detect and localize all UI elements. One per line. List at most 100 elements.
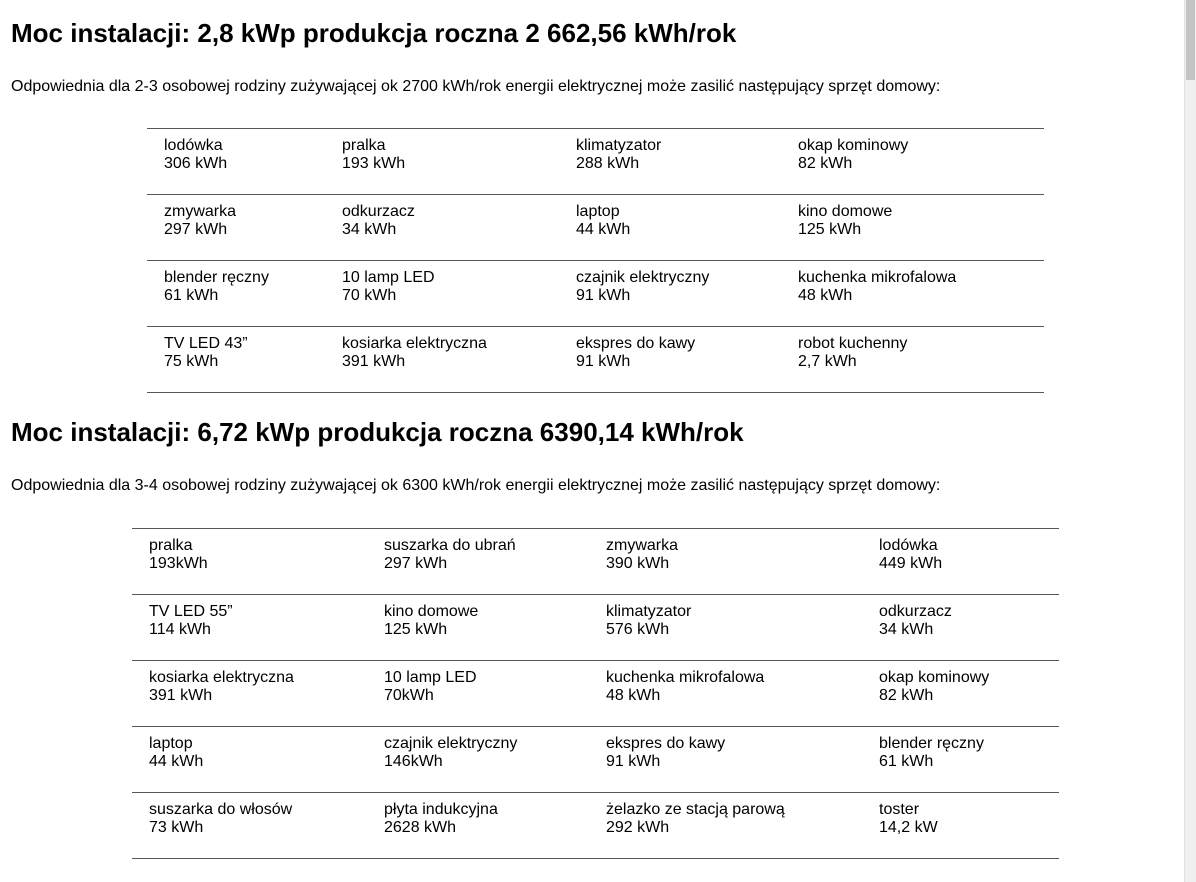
table-cell: kosiarka elektryczna 391 kWh: [132, 660, 367, 727]
section-1-title: Moc instalacji: 2,8 kWp produkcja roczna…: [11, 18, 737, 48]
table-cell: TV LED 43” 75 kWh: [147, 326, 325, 393]
appliance-name: żelazko ze stacją parową: [606, 801, 785, 818]
appliance-energy: 70 kWh: [342, 287, 397, 304]
appliance-energy: 61 kWh: [164, 287, 219, 304]
scrollbar-thumb[interactable]: [1186, 0, 1195, 80]
vertical-scrollbar[interactable]: [1184, 0, 1196, 882]
appliance-energy: 48 kWh: [606, 687, 661, 704]
appliance-energy: 288 kWh: [576, 155, 640, 172]
appliance-energy: 91 kWh: [576, 287, 631, 304]
table-cell: płyta indukcyjna 2628 kWh: [367, 792, 589, 859]
table-cell: robot kuchenny 2,7 kWh: [781, 326, 1044, 393]
appliance-energy: 125 kWh: [798, 221, 862, 238]
table-cell: suszarka do włosów 73 kWh: [132, 792, 367, 859]
table-cell: kosiarka elektryczna 391 kWh: [325, 326, 559, 393]
appliance-name: pralka: [342, 137, 386, 154]
appliance-name: kino domowe: [798, 203, 893, 220]
table-cell: blender ręczny 61 kWh: [862, 726, 1059, 793]
appliance-name: czajnik elektryczny: [384, 735, 518, 752]
appliance-energy: 292 kWh: [606, 819, 670, 836]
appliance-energy: 193 kWh: [342, 155, 406, 172]
appliance-energy: 391 kWh: [149, 687, 213, 704]
appliance-energy: 75 kWh: [164, 353, 219, 370]
appliance-name: kosiarka elektryczna: [149, 669, 294, 686]
table-cell: lodówka 306 kWh: [147, 128, 325, 195]
table-cell: zmywarka 297 kWh: [147, 194, 325, 261]
appliance-name: TV LED 43”: [164, 335, 248, 352]
table-cell: klimatyzator 288 kWh: [559, 128, 781, 195]
appliance-name: czajnik elektryczny: [576, 269, 710, 286]
appliance-energy: 125 kWh: [384, 621, 448, 638]
table-row: TV LED 55” 114 kWh kino domowe 125 kWh kli…: [132, 594, 1059, 661]
table-cell: 10 lamp LED 70 kWh: [325, 260, 559, 327]
appliance-name: ekspres do kawy: [606, 735, 726, 752]
table-row: pralka 193kWh suszarka do ubrań 297 kWh zm…: [132, 528, 1059, 595]
table-cell: pralka 193 kWh: [325, 128, 559, 195]
appliance-energy: 91 kWh: [576, 353, 631, 370]
appliance-energy: 44 kWh: [576, 221, 631, 238]
appliance-energy: 61 kWh: [879, 753, 934, 770]
appliance-energy: 391 kWh: [342, 353, 406, 370]
appliance-name: suszarka do ubrań: [384, 537, 516, 554]
table-cell: odkurzacz 34 kWh: [862, 594, 1059, 661]
table-cell: laptop 44 kWh: [132, 726, 367, 793]
table-cell: żelazko ze stacją parową 292 kWh: [589, 792, 862, 859]
appliance-name: pralka: [149, 537, 193, 554]
table-cell: pralka 193kWh: [132, 528, 367, 595]
table-cell: kino domowe 125 kWh: [781, 194, 1044, 261]
table-row: suszarka do włosów 73 kWh płyta indukcyjn…: [132, 792, 1059, 859]
table-cell: okap kominowy 82 kWh: [781, 128, 1044, 195]
table-cell: blender ręczny 61 kWh: [147, 260, 325, 327]
table-cell: toster 14,2 kW: [862, 792, 1059, 859]
table-row: kosiarka elektryczna 391 kWh 10 lamp LED 7…: [132, 660, 1059, 727]
appliance-name: lodówka: [164, 137, 223, 154]
table-cell: 10 lamp LED 70kWh: [367, 660, 589, 727]
appliance-table-2: pralka 193kWh suszarka do ubrań 297 kWh zm…: [132, 528, 1059, 859]
appliance-energy: 297 kWh: [164, 221, 228, 238]
appliance-energy: 146kWh: [384, 753, 443, 770]
table-cell: klimatyzator 576 kWh: [589, 594, 862, 661]
table-row: blender ręczny 61 kWh 10 lamp LED 70 kWh c…: [147, 260, 1044, 327]
appliance-energy: 390 kWh: [606, 555, 670, 572]
appliance-energy: 44 kWh: [149, 753, 204, 770]
appliance-energy: 82 kWh: [798, 155, 853, 172]
appliance-energy: 48 kWh: [798, 287, 853, 304]
appliance-energy: 73 kWh: [149, 819, 204, 836]
appliance-energy: 2,7 kWh: [798, 353, 857, 370]
table-cell: laptop 44 kWh: [559, 194, 781, 261]
table-cell: ekspres do kawy 91 kWh: [559, 326, 781, 393]
section-1-intro: Odpowiednia dla 2-3 osobowej rodziny zuż…: [11, 78, 941, 95]
appliance-name: kuchenka mikrofalowa: [798, 269, 957, 286]
table-cell: okap kominowy 82 kWh: [862, 660, 1059, 727]
appliance-name: kuchenka mikrofalowa: [606, 669, 765, 686]
appliance-name: laptop: [576, 203, 620, 220]
appliance-name: odkurzacz: [342, 203, 415, 220]
appliance-energy: 576 kWh: [606, 621, 670, 638]
appliance-table-1: lodówka 306 kWh pralka 193 kWh klimatyzato…: [147, 128, 1044, 393]
appliance-name: kino domowe: [384, 603, 479, 620]
appliance-name: blender ręczny: [164, 269, 269, 286]
appliance-name: lodówka: [879, 537, 938, 554]
appliance-energy: 193kWh: [149, 555, 208, 572]
appliance-name: odkurzacz: [879, 603, 952, 620]
appliance-name: zmywarka: [164, 203, 237, 220]
appliance-name: zmywarka: [606, 537, 679, 554]
table-cell: lodówka 449 kWh: [862, 528, 1059, 595]
appliance-energy: 14,2 kW: [879, 819, 938, 836]
appliance-name: płyta indukcyjna: [384, 801, 498, 818]
appliance-energy: 306 kWh: [164, 155, 228, 172]
appliance-energy: 114 kWh: [149, 621, 211, 638]
appliance-name: 10 lamp LED: [384, 669, 477, 686]
appliance-energy: 70kWh: [384, 687, 434, 704]
table-cell: suszarka do ubrań 297 kWh: [367, 528, 589, 595]
appliance-name: suszarka do włosów: [149, 801, 293, 818]
table-cell: zmywarka 390 kWh: [589, 528, 862, 595]
appliance-name: robot kuchenny: [798, 335, 908, 352]
table-cell: kino domowe 125 kWh: [367, 594, 589, 661]
table-row: TV LED 43” 75 kWh kosiarka elektryczna 391…: [147, 326, 1044, 393]
table-cell: czajnik elektryczny 91 kWh: [559, 260, 781, 327]
appliance-name: toster: [879, 801, 920, 818]
appliance-name: laptop: [149, 735, 193, 752]
section-2-title: Moc instalacji: 6,72 kWp produkcja roczn…: [11, 417, 744, 447]
